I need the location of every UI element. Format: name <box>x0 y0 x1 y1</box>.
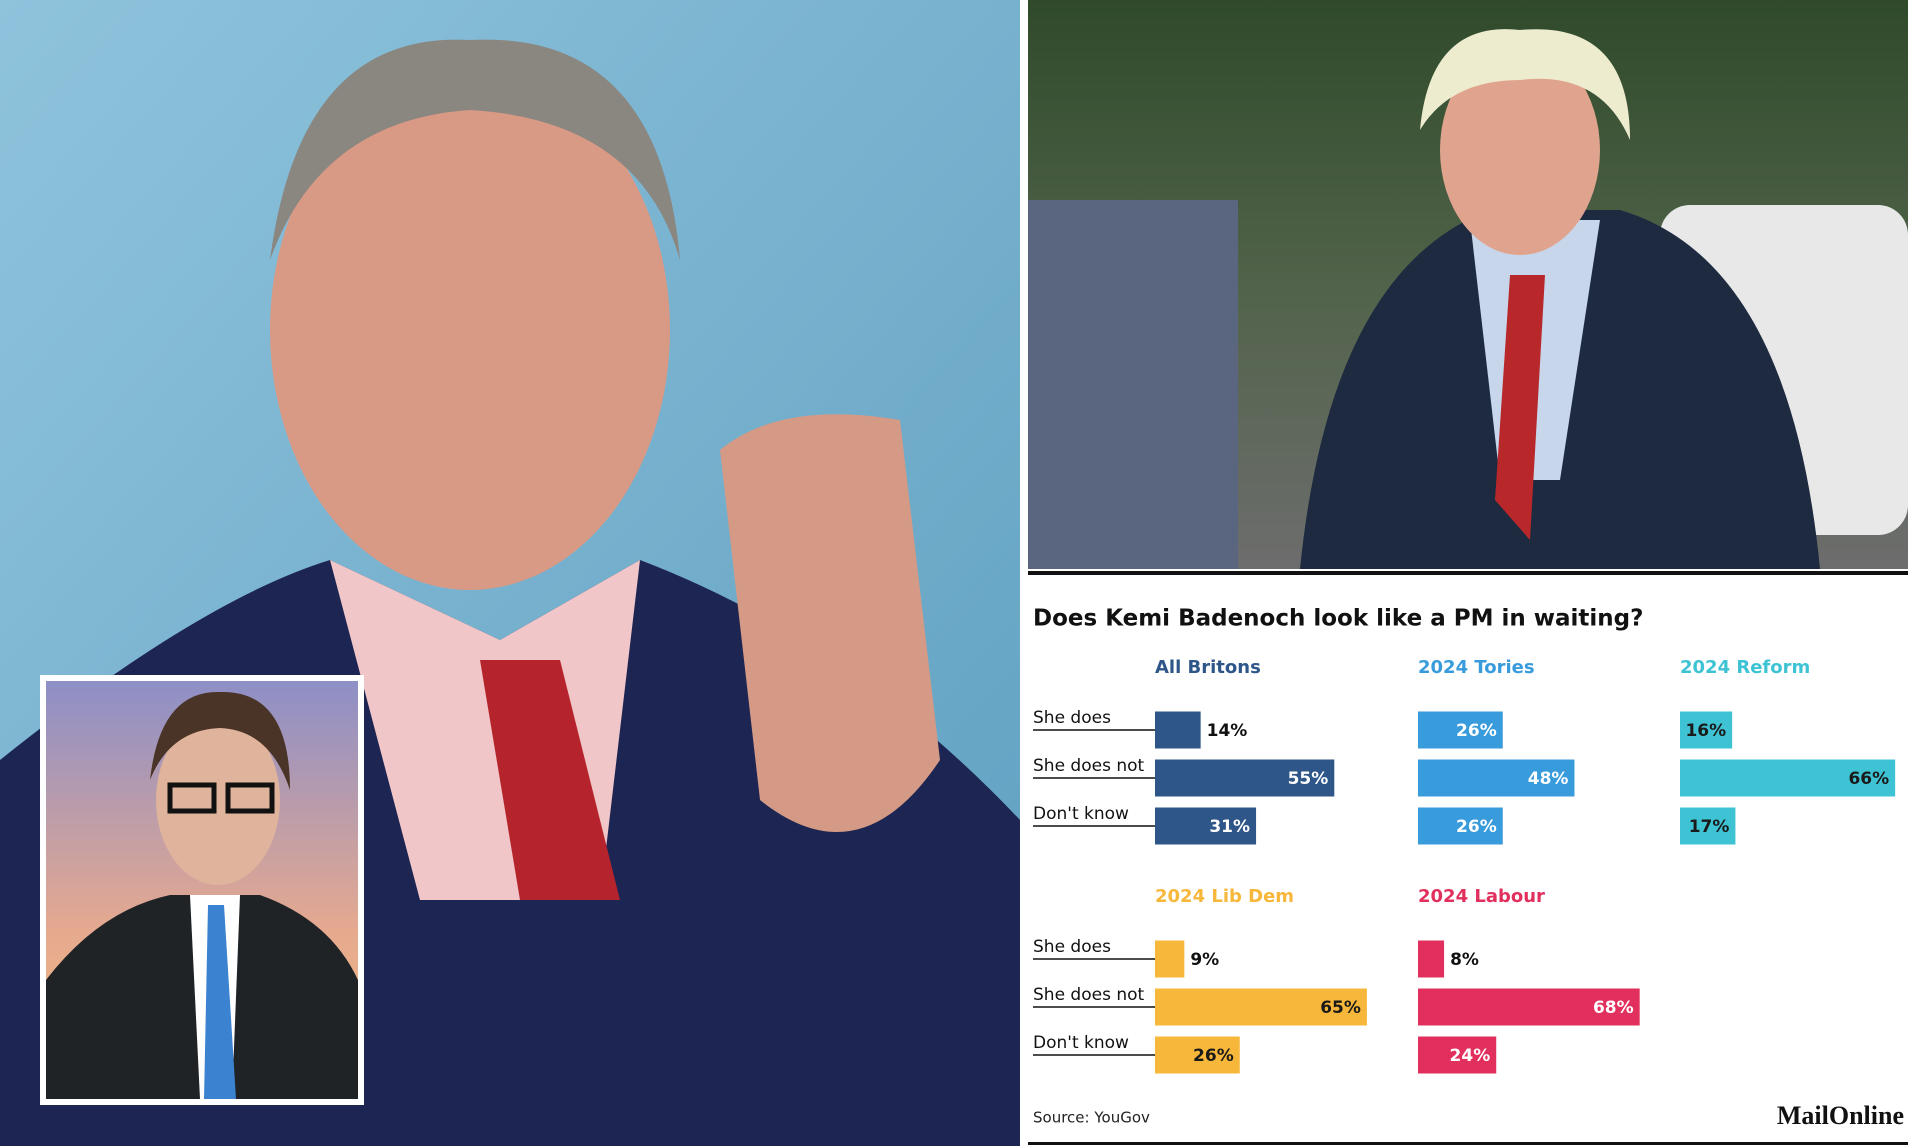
rule <box>1028 571 1908 575</box>
value-label: 48% <box>1528 769 1569 789</box>
value-label: 24% <box>1450 1046 1491 1066</box>
bar <box>1418 759 1575 797</box>
panel-title: 2024 Labour <box>1418 886 1545 907</box>
chart-title: Does Kemi Badenoch look like a PM in wai… <box>1033 606 1643 632</box>
bar <box>1418 711 1503 749</box>
bottom-rule <box>1028 1142 1908 1145</box>
bar <box>1155 759 1335 797</box>
bar <box>1155 1036 1240 1074</box>
value-label: 66% <box>1848 769 1889 789</box>
value-label: 17% <box>1689 817 1730 837</box>
bar <box>1155 807 1257 845</box>
panel-title: 2024 Tories <box>1418 657 1535 678</box>
value-label: 26% <box>1193 1046 1234 1066</box>
panel-title: All Britons <box>1155 657 1261 678</box>
photo-right <box>1028 0 1908 569</box>
brand: MailOnline <box>1777 1101 1904 1130</box>
category-label: Don't know <box>1033 804 1129 824</box>
divider <box>1020 0 1028 1146</box>
value-label: 26% <box>1456 817 1497 837</box>
value-label: 16% <box>1685 721 1726 741</box>
bar <box>1680 807 1736 845</box>
value-label: 14% <box>1207 721 1248 741</box>
photo-inset <box>40 675 364 1105</box>
bar <box>1155 940 1185 978</box>
value-label: 9% <box>1190 950 1219 970</box>
value-label: 55% <box>1288 769 1329 789</box>
bar <box>1418 940 1445 978</box>
category-label: She does not <box>1033 756 1145 776</box>
value-label: 26% <box>1456 721 1497 741</box>
source: Source: YouGov <box>1033 1109 1150 1127</box>
bar <box>1155 711 1201 749</box>
bar <box>1155 988 1367 1026</box>
bar <box>1680 711 1733 749</box>
value-label: 8% <box>1450 950 1479 970</box>
value-label: 68% <box>1593 998 1634 1018</box>
category-label: Don't know <box>1033 1033 1129 1053</box>
category-label: She does <box>1033 708 1111 728</box>
category-label: She does not <box>1033 985 1145 1005</box>
bar <box>1418 807 1503 845</box>
bar <box>1418 1036 1497 1074</box>
bar <box>1418 988 1640 1026</box>
bar <box>1680 759 1896 797</box>
panel-title: 2024 Reform <box>1680 657 1810 678</box>
category-label: She does <box>1033 937 1111 957</box>
value-label: 65% <box>1320 998 1361 1018</box>
value-label: 31% <box>1209 817 1250 837</box>
panel-title: 2024 Lib Dem <box>1155 886 1294 907</box>
